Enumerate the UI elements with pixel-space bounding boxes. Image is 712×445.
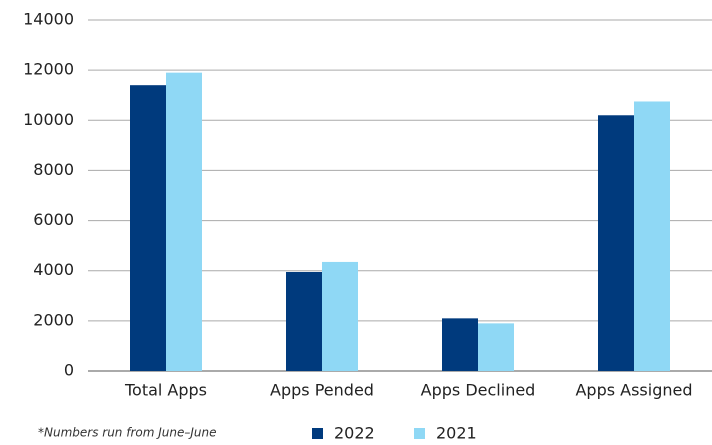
- bar: [166, 72, 202, 372]
- x-tick-label: Apps Pended: [270, 381, 374, 400]
- x-tick-label: Apps Assigned: [575, 381, 692, 400]
- bar: [478, 323, 514, 371]
- bar: [598, 115, 634, 372]
- legend-swatch: [414, 428, 425, 439]
- y-tick-label: 10000: [23, 110, 74, 129]
- y-tick-label: 6000: [33, 210, 74, 229]
- x-tick-label: Apps Declined: [421, 381, 536, 400]
- bar: [322, 261, 358, 371]
- bar: [634, 101, 670, 371]
- y-tick-label: 4000: [33, 260, 74, 279]
- y-tick-label: 0: [64, 361, 74, 380]
- legend-swatch: [312, 428, 323, 439]
- legend-label: 2022: [334, 424, 375, 443]
- y-tick-label: 2000: [33, 310, 74, 329]
- bar: [286, 271, 322, 371]
- footnote: *Numbers run from June–June: [38, 426, 217, 440]
- legend-label: 2021: [436, 424, 477, 443]
- bar: [442, 318, 478, 371]
- y-tick-label: 8000: [33, 160, 74, 179]
- x-tick-label: Total Apps: [124, 381, 207, 400]
- bar: [130, 85, 166, 371]
- y-tick-label: 14000: [23, 10, 74, 29]
- y-tick-label: 12000: [23, 60, 74, 79]
